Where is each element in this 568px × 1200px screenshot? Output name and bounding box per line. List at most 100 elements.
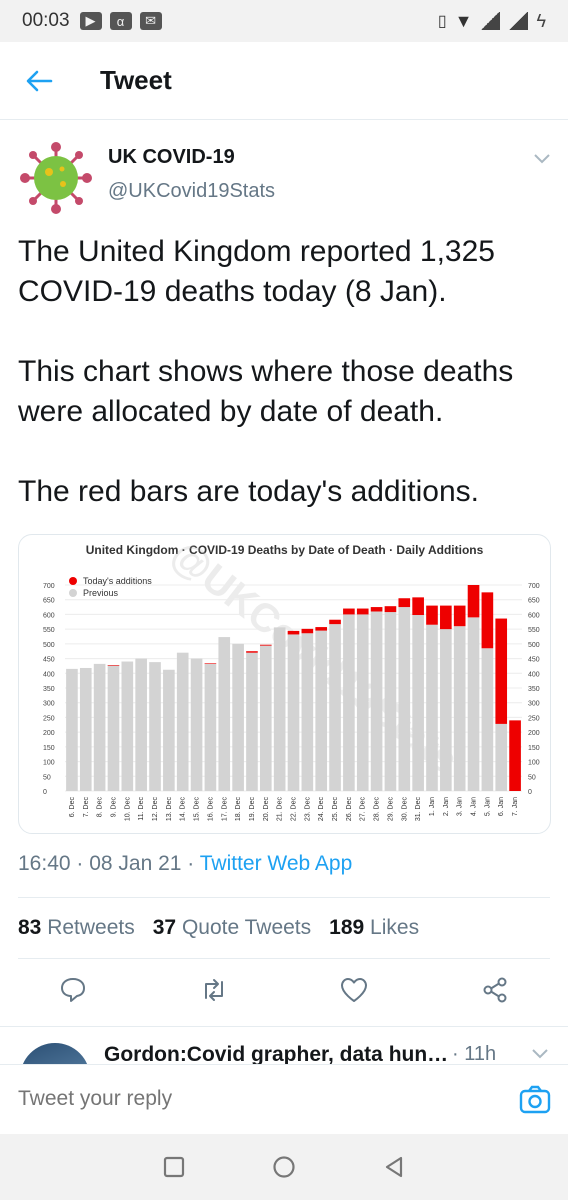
retweet-button[interactable]	[199, 975, 229, 1005]
youtube-icon: ▶	[79, 12, 102, 30]
quote-tweets-stat[interactable]: 37 Quote Tweets	[153, 916, 311, 940]
x-tick-label: 15. Dec	[194, 797, 201, 822]
divider	[18, 958, 550, 959]
bar-previous	[370, 611, 383, 791]
retweets-stat[interactable]: 83 Retweets	[18, 916, 135, 940]
chevron-down-icon[interactable]	[532, 1049, 548, 1059]
quote-tweets-label: Quote Tweets	[181, 916, 312, 939]
bar-today-addition	[412, 597, 424, 616]
back-nav-icon[interactable]	[383, 1156, 405, 1178]
bar-today-addition	[426, 605, 438, 625]
back-button[interactable]	[0, 69, 78, 93]
bar-previous	[495, 723, 508, 791]
bar-today-addition	[246, 651, 258, 653]
x-tick-label: 20. Dec	[263, 797, 270, 822]
reply-input[interactable]	[18, 1087, 458, 1111]
bar-today-addition	[315, 627, 328, 631]
x-tick-label: 6. Dec	[69, 797, 76, 818]
bar-previous	[273, 627, 286, 791]
y-tick-label-right: 450	[528, 657, 540, 664]
mail-icon: ✉	[139, 12, 162, 30]
x-tick-label: 5. Jan	[484, 797, 491, 816]
legend-label-previous: Previous	[83, 588, 119, 598]
signal-icon	[480, 12, 501, 30]
share-button[interactable]	[480, 975, 510, 1005]
bar-today-addition	[204, 663, 217, 664]
wifi-icon: ▼	[454, 10, 473, 31]
tweet-source-link[interactable]: Twitter Web App	[199, 852, 353, 875]
x-tick-label: 6. Jan	[498, 797, 505, 816]
tweet-text: The United Kingdom reported 1,325 COVID-…	[18, 235, 514, 508]
reply-preview[interactable]: Gordon:Covid grapher, data hun… · 11h	[0, 1026, 568, 1064]
bar-previous	[315, 630, 328, 791]
home-icon[interactable]	[272, 1155, 296, 1179]
bar-today-addition	[356, 608, 369, 615]
x-tick-label: 13. Dec	[166, 797, 173, 822]
bar-previous	[481, 648, 494, 791]
x-tick-label: 11. Dec	[138, 797, 145, 821]
y-tick-label-left: 0	[43, 789, 47, 796]
bar-today-addition	[495, 618, 508, 724]
x-tick-label: 4. Jan	[471, 797, 478, 816]
avatar[interactable]	[20, 142, 92, 214]
x-tick-label: 19. Dec	[249, 797, 256, 822]
divider	[18, 897, 550, 898]
bar-previous	[190, 658, 203, 791]
likes-stat[interactable]: 189 Likes	[329, 916, 419, 940]
tweet-stats: 83 Retweets 37 Quote Tweets 189 Likes	[18, 916, 419, 940]
y-tick-label-right: 0	[528, 789, 532, 796]
chart-legend: Today's additions Previous	[69, 575, 152, 599]
x-tick-label: 7. Dec	[83, 797, 90, 818]
y-tick-label-left: 700	[43, 583, 55, 590]
x-tick-label: 7. Jan	[512, 797, 519, 816]
x-tick-label: 3. Jan	[457, 797, 464, 816]
y-tick-label-right: 50	[528, 774, 536, 781]
like-button[interactable]	[339, 975, 369, 1005]
bar-today-addition	[329, 619, 341, 625]
y-tick-label-left: 100	[43, 760, 55, 767]
bar-today-addition	[398, 598, 411, 608]
y-tick-label-right: 550	[528, 627, 540, 634]
top-bar: Tweet	[0, 42, 568, 120]
y-tick-label-right: 100	[528, 760, 540, 767]
system-nav-bar	[0, 1134, 568, 1200]
chart-image[interactable]: United Kingdom · COVID-19 Deaths by Date…	[18, 534, 551, 834]
status-time: 00:03	[22, 10, 70, 31]
reply-avatar[interactable]	[20, 1043, 90, 1064]
reply-button[interactable]	[58, 975, 88, 1005]
y-tick-label-left: 400	[43, 671, 55, 678]
y-tick-label-right: 700	[528, 583, 540, 590]
status-bar: 00:03 ▶ α ✉ ▯ ▼ ϟ	[0, 0, 568, 42]
arrow-left-icon	[26, 70, 53, 91]
bar-today-addition	[259, 644, 272, 646]
chart-title: United Kingdom · COVID-19 Deaths by Date…	[85, 543, 484, 557]
camera-icon[interactable]	[518, 1083, 552, 1117]
y-tick-label-left: 300	[43, 701, 55, 708]
bar-previous	[149, 662, 161, 791]
bar-previous	[121, 661, 134, 791]
x-tick-label: 28. Dec	[374, 797, 381, 822]
author-name[interactable]: UK COVID-19	[108, 146, 235, 168]
x-tick-label: 14. Dec	[180, 797, 187, 822]
retweets-label: Retweets	[47, 916, 135, 939]
share-icon	[483, 977, 507, 1003]
y-tick-label-right: 650	[528, 598, 540, 605]
bar-previous	[232, 643, 244, 791]
author-handle[interactable]: @UKCovid19Stats	[108, 180, 276, 202]
x-tick-label: 9. Dec	[110, 797, 117, 818]
y-tick-label-right: 350	[528, 686, 540, 693]
signal-icon-2	[508, 12, 529, 30]
reply-author-name: Gordon:Covid grapher, data hun…	[104, 1043, 449, 1064]
recents-icon[interactable]	[163, 1156, 185, 1178]
y-tick-label-left: 500	[43, 642, 55, 649]
bar-today-addition	[370, 607, 383, 612]
x-tick-label: 8. Dec	[97, 797, 104, 818]
chevron-down-icon[interactable]	[534, 148, 550, 169]
quote-tweets-count: 37	[152, 916, 177, 939]
chart-svg: 0 0 50 50 100 100 150 150 200 200 250 250 300 300 350 3…	[43, 583, 540, 822]
retweets-count: 83	[18, 916, 42, 939]
x-tick-label: 27. Dec	[360, 797, 367, 822]
x-tick-label: 25. Dec	[332, 797, 339, 822]
x-tick-label: 29. Dec	[387, 797, 394, 822]
y-tick-label-right: 150	[528, 745, 540, 752]
